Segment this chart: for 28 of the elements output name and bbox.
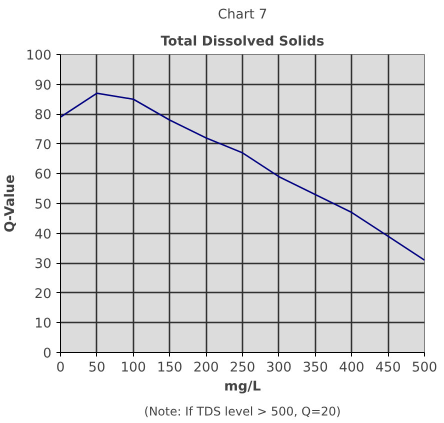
y-tick-label: 20	[34, 286, 52, 302]
x-tick-label: 300	[266, 360, 292, 376]
y-tick-label: 100	[26, 48, 52, 64]
x-tick-label: 250	[230, 360, 256, 376]
x-tick-label: 350	[302, 360, 328, 376]
line-series	[60, 92, 424, 261]
y-tick-label: 50	[34, 198, 52, 212]
chart-title: Chart 7	[218, 8, 268, 22]
y-tick-label: 70	[34, 138, 52, 153]
y-tick-label: 60	[34, 168, 52, 183]
x-tick-label: 500	[412, 360, 438, 376]
x-tick-label: 0	[56, 360, 65, 376]
y-tick-label: 90	[34, 78, 52, 94]
y-tick-label: 40	[34, 227, 52, 242]
x-tick-label: 200	[193, 360, 219, 376]
x-tick-label: 150	[156, 360, 182, 376]
y-tick-label: 10	[34, 316, 52, 332]
x-tick-label: 50	[88, 360, 106, 376]
y-tick-label: 80	[34, 108, 52, 124]
y-tick-label: 30	[34, 257, 52, 272]
x-tick-label: 400	[338, 360, 364, 376]
y-tick-label: 0	[43, 346, 52, 362]
text: (Note: If TDS level > 500, Q=20)	[144, 404, 341, 418]
x-axis-title: mg/L	[224, 380, 262, 394]
x-tick-label: 450	[375, 360, 401, 376]
x-tick-label: 100	[120, 360, 146, 376]
y-axis-title: Q-Value	[3, 174, 18, 232]
chart-subtitle: Total Dissolved Solids	[160, 34, 324, 50]
